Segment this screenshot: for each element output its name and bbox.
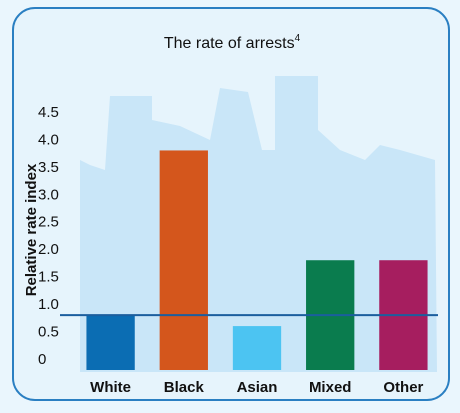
y-tick-label: 4.0 <box>38 131 59 148</box>
chart-title: The rate of arrests4 <box>164 33 301 53</box>
title-footnote: 4 <box>295 33 301 44</box>
bar <box>86 315 135 370</box>
y-tick-label: 0.5 <box>38 324 59 341</box>
bar <box>159 150 208 370</box>
y-tick-label: 0 <box>38 351 46 368</box>
x-tick-label: Black <box>164 379 205 396</box>
y-tick-label: 1.0 <box>38 296 59 313</box>
x-tick-label: White <box>90 379 131 396</box>
y-tick-label: 2.5 <box>38 214 59 231</box>
x-tick-label: Mixed <box>309 379 352 396</box>
y-tick-label: 2.0 <box>38 241 59 258</box>
y-axis-title: Relative rate index <box>23 163 40 296</box>
x-tick-label: Asian <box>237 379 278 396</box>
bar <box>232 326 282 370</box>
y-tick-label: 3.0 <box>38 186 59 203</box>
title-text: The rate of arrests <box>164 35 295 52</box>
x-tick-label: Other <box>383 379 423 396</box>
y-tick-label: 1.5 <box>38 269 59 286</box>
y-tick-label: 3.5 <box>38 159 59 176</box>
y-tick-label: 4.5 <box>38 104 59 121</box>
